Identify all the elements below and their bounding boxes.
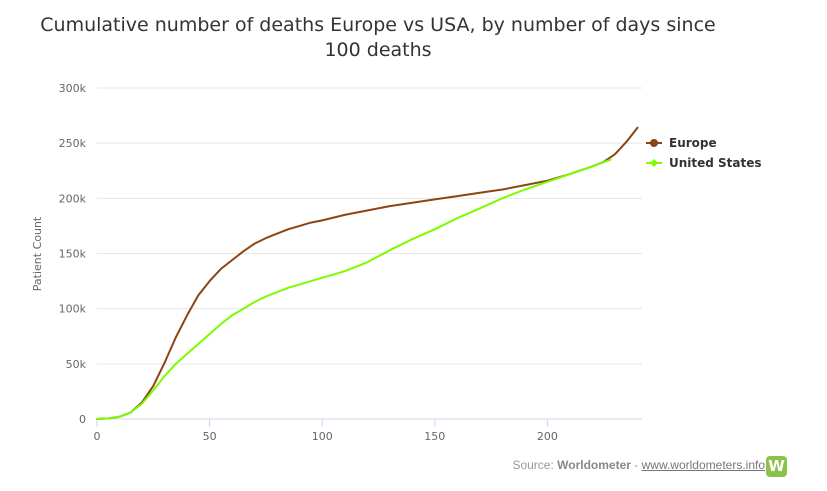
source-prefix: Source: — [512, 458, 558, 472]
source-link[interactable]: www.worldometers.info — [641, 458, 765, 472]
y-tick-label: 150k — [59, 248, 87, 261]
source-separator: - — [630, 458, 642, 472]
y-axis-title: Patient Count — [31, 216, 44, 291]
series-group — [96, 126, 639, 420]
legend-marker-europe — [650, 139, 658, 147]
x-tick-label: 50 — [203, 430, 217, 443]
chart-title-line-1: Cumulative number of deaths Europe vs US… — [40, 14, 715, 36]
y-tick-label: 50k — [66, 358, 87, 371]
grid-lines — [97, 87, 642, 365]
x-tick-label: 0 — [94, 430, 101, 443]
y-tick-label: 300k — [59, 82, 87, 95]
y-tick-label: 0 — [79, 413, 86, 426]
x-tick-label: 100 — [312, 430, 333, 443]
x-tick-label: 200 — [537, 430, 558, 443]
y-axis-ticks: 0 50k 100k 150k 200k 250k 300k — [59, 82, 87, 426]
worldometer-logo-icon[interactable]: W — [766, 456, 787, 477]
y-tick-label: 200k — [59, 192, 87, 205]
source-credit: Source: Worldometer - www.worldometers.i… — [512, 458, 765, 472]
y-tick-label: 250k — [59, 137, 87, 150]
legend-label-united-states: United States — [669, 156, 762, 170]
series-line-europe — [96, 126, 639, 420]
chart-title-line-2: 100 deaths — [324, 39, 431, 61]
source-name: Worldometer — [557, 458, 631, 472]
y-tick-label: 100k — [59, 303, 87, 316]
series-line-united-states — [96, 158, 612, 420]
legend-label-europe: Europe — [669, 136, 717, 150]
x-tick-label: 150 — [424, 430, 445, 443]
legend-marker-united-states — [650, 159, 658, 167]
legend: Europe United States — [646, 136, 762, 170]
x-axis-ticks: 0 50 100 150 200 — [94, 419, 558, 443]
